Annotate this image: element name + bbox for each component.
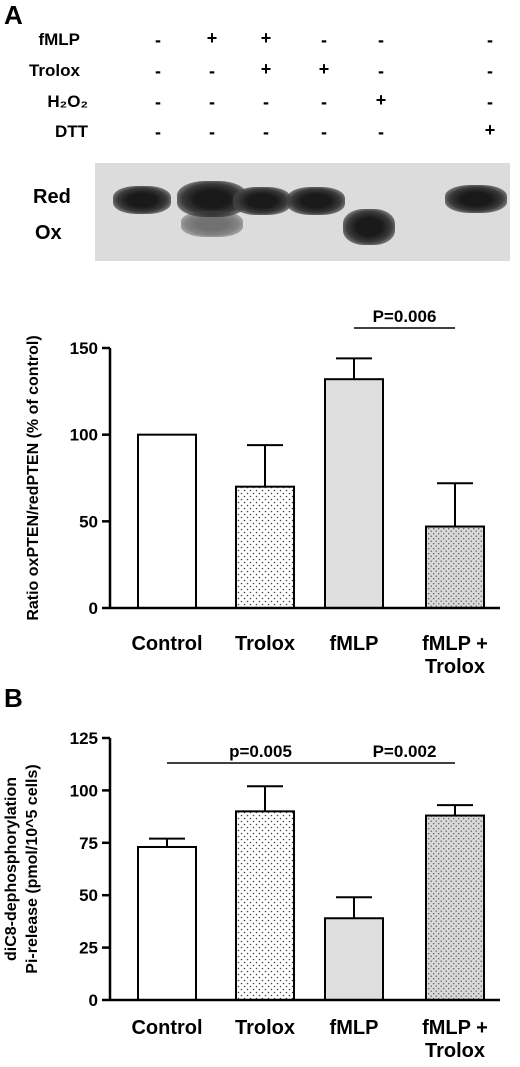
bar (235, 810, 295, 1001)
blot-label-red: Red (33, 186, 71, 208)
treatment-sign: - (321, 30, 327, 50)
treatment-sign: + (375, 90, 387, 110)
bar (137, 845, 197, 1001)
treatment-sign: - (209, 92, 215, 112)
treatment-sign: + (318, 59, 330, 79)
treatment-sign: - (209, 61, 215, 81)
y-axis-label: diC8-dephosphorylation Pi-release (pmol/1… (3, 764, 41, 973)
y-tick-label: 150 (70, 339, 98, 358)
treatment-sign: - (487, 92, 493, 112)
treatment-sign: + (260, 28, 272, 48)
chart-b: 0 25 50 75 100 125 Control Trolox fMLP fMLP + Trol… (3, 729, 500, 1062)
bar (324, 378, 384, 609)
western-blot-image (95, 163, 510, 261)
y-axis-label: Ratio oxPTEN/redPTEN (% of control) (25, 335, 42, 620)
y-tick-label: 100 (70, 426, 98, 445)
blot-band (233, 187, 291, 215)
blot-band (287, 187, 345, 215)
blot-band (445, 185, 507, 213)
blot-band (113, 186, 171, 214)
y-tick-label: 75 (79, 834, 98, 853)
blot-band (181, 211, 243, 237)
treatment-sign: - (487, 30, 493, 50)
panel-a-letter: A (4, 0, 23, 30)
treatment-sign: - (155, 122, 161, 142)
y-tick-label: 50 (79, 512, 98, 531)
x-tick-label: Trolox (235, 1017, 295, 1039)
treatment-sign: - (155, 61, 161, 81)
y-tick-label: 125 (70, 729, 98, 748)
treatment-sign: - (378, 61, 384, 81)
treatment-sign: - (321, 122, 327, 142)
bar (137, 433, 197, 609)
treatment-row-label: H₂O₂ (47, 92, 88, 111)
panel-b-letter: B (4, 683, 23, 713)
significance-label: p=0.005 (229, 742, 292, 761)
bar (425, 525, 485, 609)
x-tick-label: fMLP + Trolox (422, 633, 488, 678)
significance-label: P=0.006 (373, 307, 437, 326)
y-tick-label: 0 (89, 599, 98, 618)
y-tick-label: 100 (70, 781, 98, 800)
chart-a: 0 50 100 150 Control Trolox fMLP fMLP + Trolox Ra… (25, 307, 500, 678)
treatment-row-label: DTT (54, 122, 88, 141)
x-tick-label: Trolox (235, 633, 295, 655)
treatment-sign: - (263, 122, 269, 142)
blot-band (343, 209, 395, 245)
treatment-sign: + (484, 120, 496, 140)
bar (235, 485, 295, 610)
treatment-sign: - (155, 30, 161, 50)
treatment-sign: - (155, 92, 161, 112)
x-tick-label: fMLP (330, 1017, 379, 1039)
treatment-row-label: fMLP (38, 30, 80, 49)
x-tick-label: Control (131, 1017, 202, 1039)
treatment-sign: + (206, 28, 218, 48)
bar (324, 917, 384, 1001)
treatment-sign: + (260, 59, 272, 79)
treatment-sign: - (378, 122, 384, 142)
treatment-sign: - (209, 122, 215, 142)
x-tick-label: fMLP (330, 633, 379, 655)
blot-label-ox: Ox (35, 222, 62, 244)
treatment-row-label: Trolox (28, 61, 80, 80)
treatment-sign: - (263, 92, 269, 112)
treatment-sign: - (487, 61, 493, 81)
significance-label: P=0.002 (373, 742, 437, 761)
bar (425, 814, 485, 1001)
y-tick-label: 25 (79, 939, 98, 958)
x-tick-label: Control (131, 633, 202, 655)
y-tick-label: 50 (79, 886, 98, 905)
y-tick-label: 0 (89, 991, 98, 1010)
treatment-sign: - (378, 30, 384, 50)
treatment-sign: - (321, 92, 327, 112)
x-tick-label: fMLP + Trolox (422, 1017, 488, 1062)
